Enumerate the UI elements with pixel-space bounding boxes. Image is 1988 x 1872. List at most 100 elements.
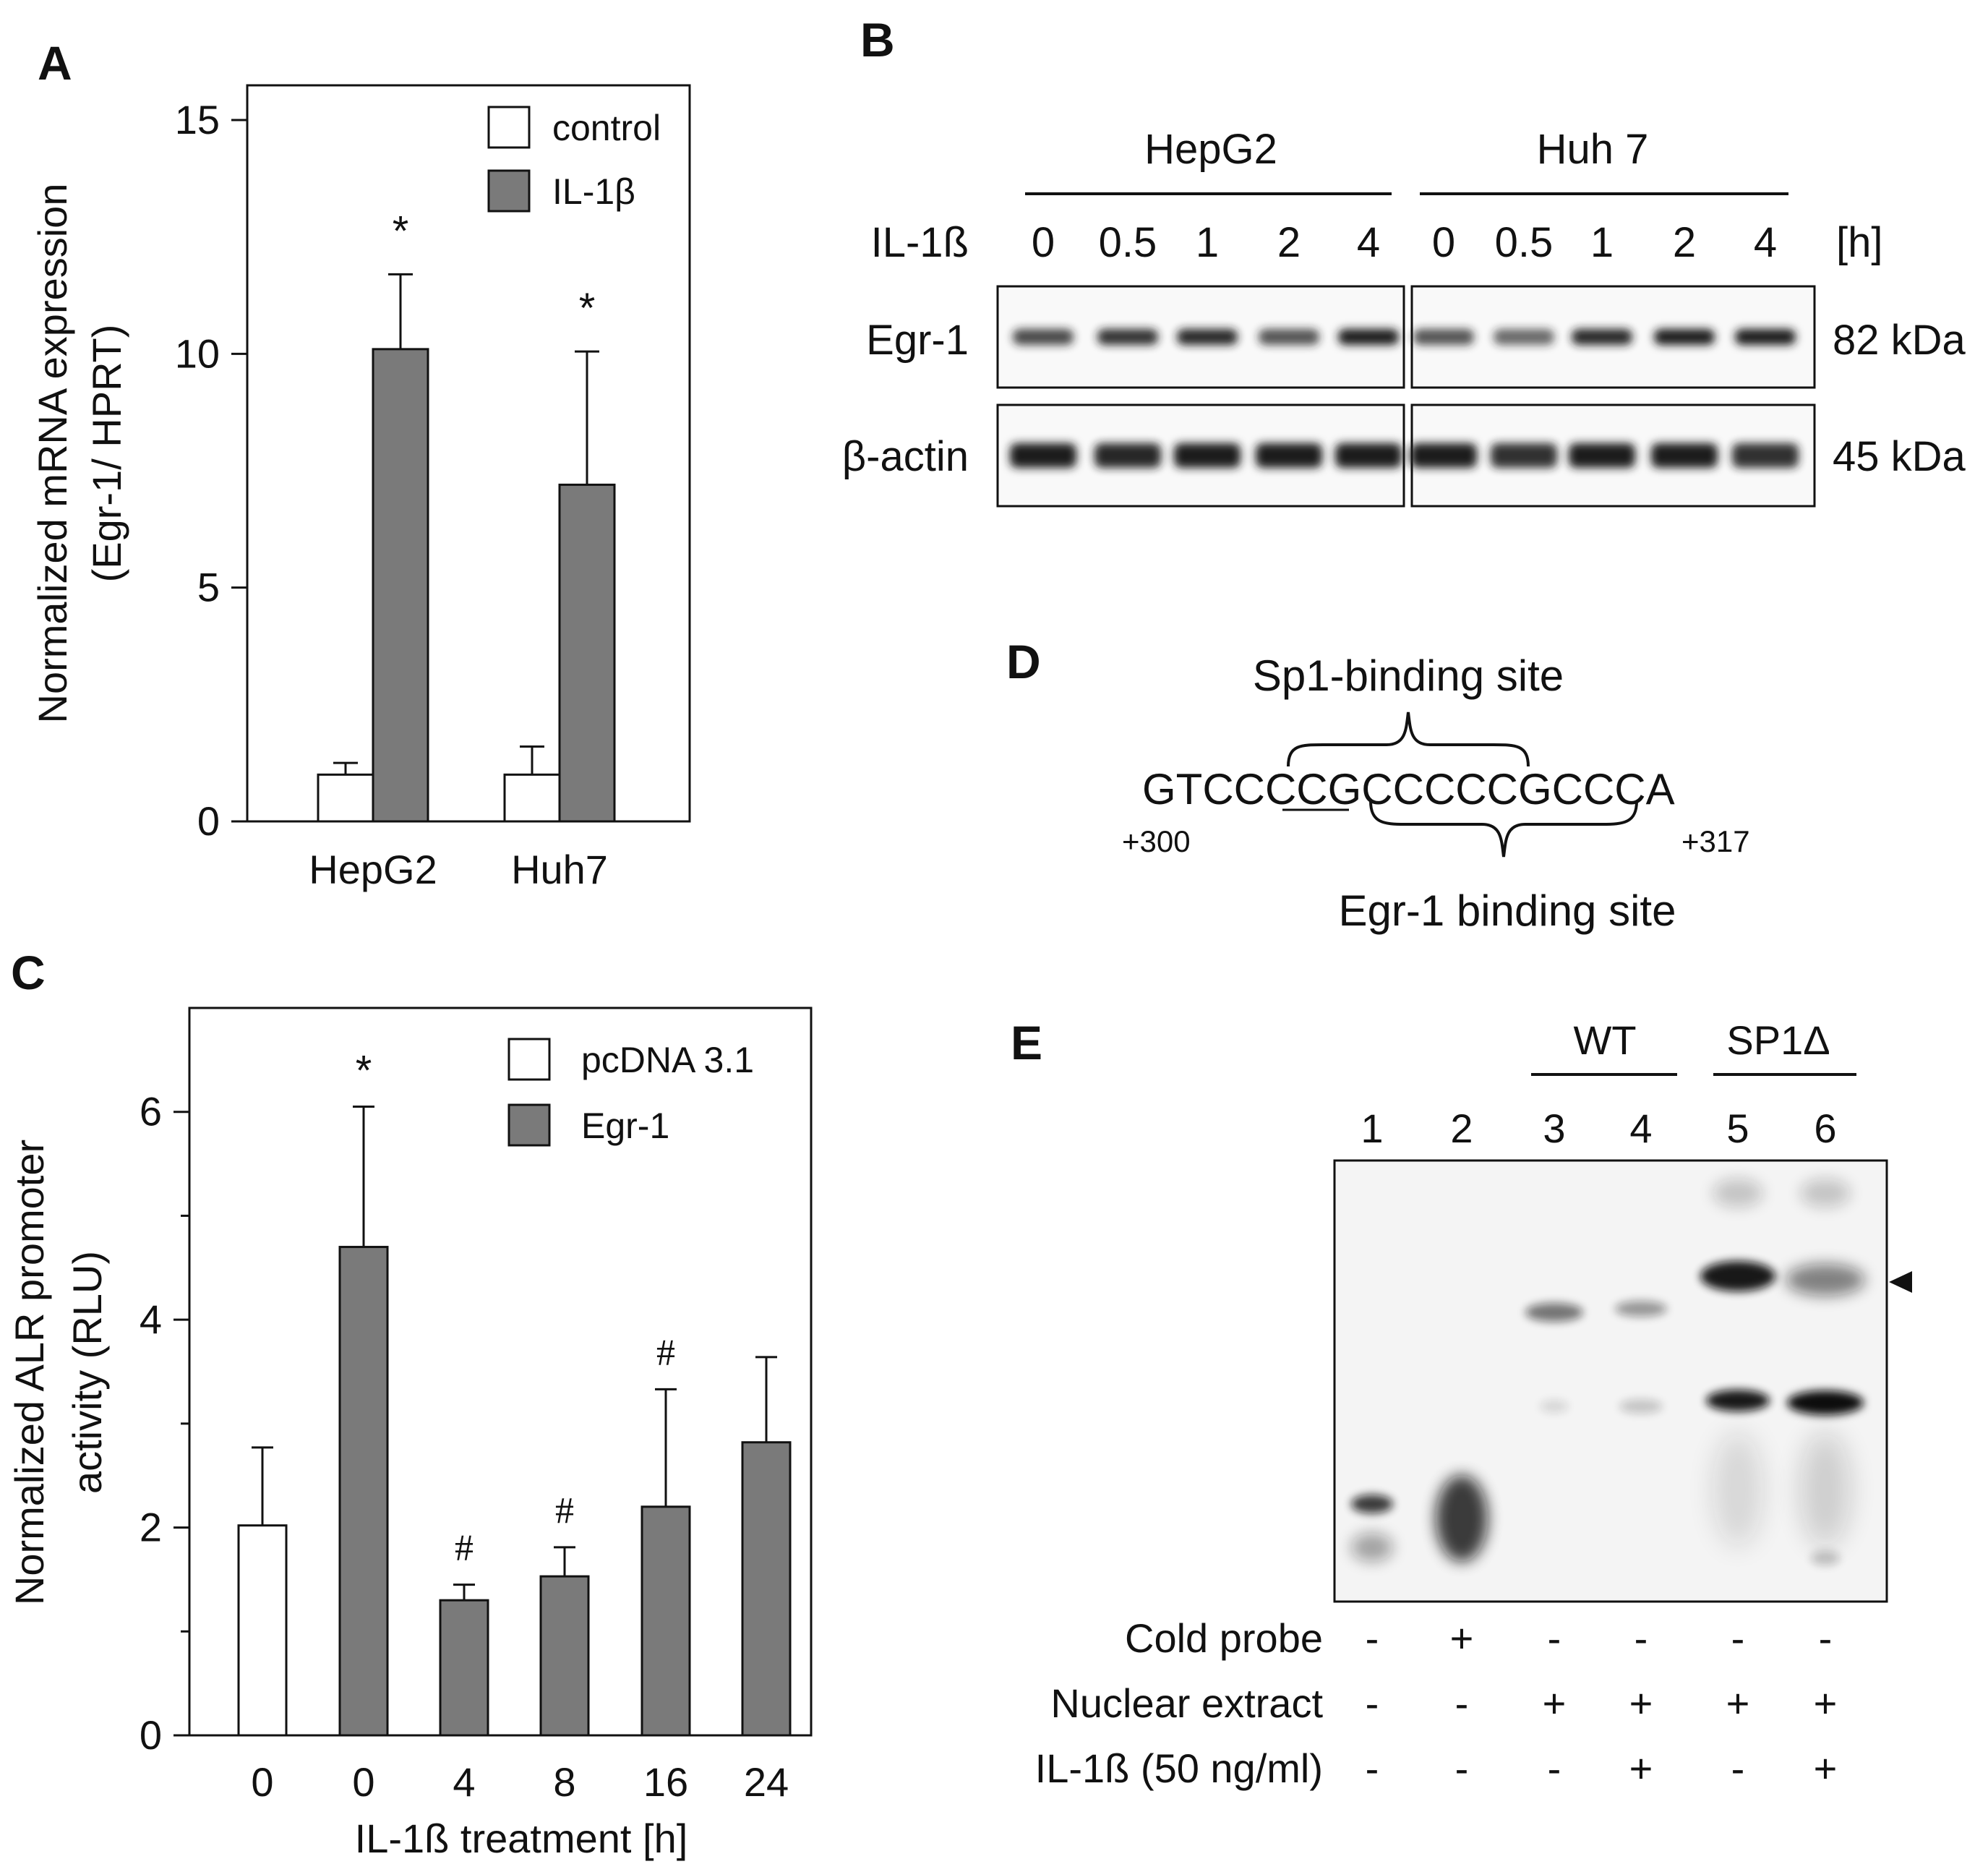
- panel-b: B HepG2 Huh 7 IL-1ß 0 0.5 1 2 4 0 0.5 1 2 4 [h] E…: [842, 13, 1966, 508]
- y-tick-label: 15: [175, 97, 220, 142]
- x-tick-label: 8: [553, 1759, 575, 1805]
- gel-band: [1525, 1303, 1583, 1322]
- emsa-gel-bands: [1351, 1179, 1865, 1565]
- legend-label-egr1: Egr-1: [581, 1106, 669, 1146]
- condition-value: -: [1366, 1680, 1379, 1726]
- panel-d-label: D: [1006, 635, 1041, 688]
- gel-band: [1615, 1301, 1667, 1317]
- bar: [439, 1599, 489, 1737]
- emsa-lane-numbers: 1 2 3 4 5 6: [1361, 1106, 1836, 1151]
- gel-band: [1351, 1495, 1393, 1513]
- bar: [503, 773, 561, 823]
- legend-label-pcdna: pcDNA 3.1: [581, 1040, 754, 1080]
- blot-timepoints: 0 0.5 1 2 4 0 0.5 1 2 4: [1032, 219, 1777, 266]
- panel-a-plot-frame: [246, 84, 691, 823]
- sequence-start-position: +300: [1122, 824, 1191, 858]
- condition-value: +: [1543, 1680, 1567, 1726]
- significance-mark: *: [393, 208, 409, 255]
- panel-c-y-axis-label-line2: activity (RLU): [64, 1251, 110, 1494]
- blot-band: [1491, 443, 1557, 468]
- blot-band: [1494, 329, 1554, 345]
- bar: [237, 1524, 288, 1737]
- y-tick-label: 4: [140, 1296, 162, 1342]
- blot-time-unit: [h]: [1836, 219, 1883, 266]
- egr1-site-brace: [1369, 800, 1638, 858]
- panel-a-category-huh7: Huh7: [511, 847, 608, 892]
- lane-number: 3: [1543, 1106, 1565, 1151]
- x-tick-label: 0: [352, 1759, 374, 1805]
- shifted-band-arrowhead: [1889, 1271, 1912, 1293]
- blot-timepoint: 2: [1673, 219, 1696, 266]
- gel-band: [1351, 1533, 1393, 1562]
- x-tick-label: 4: [453, 1759, 475, 1805]
- bar: [539, 1575, 590, 1737]
- bar: [317, 773, 374, 823]
- gel-band: [1436, 1475, 1488, 1562]
- condition-value: -: [1366, 1745, 1379, 1791]
- sequence-end-position: +317: [1681, 824, 1750, 858]
- blot-timepoint: 0.5: [1495, 219, 1554, 266]
- panel-c-x-axis-label: IL-1ß treatment [h]: [355, 1816, 688, 1861]
- legend-label-il1b: IL-1β: [552, 171, 635, 212]
- blot-band: [1259, 329, 1319, 345]
- blot-treatment-label: IL-1ß: [871, 219, 969, 266]
- significance-mark: *: [356, 1048, 372, 1095]
- legend-swatch-pcdna: [507, 1038, 551, 1081]
- blot-band: [1410, 443, 1477, 468]
- condition-value: +: [1450, 1615, 1474, 1661]
- blot-timepoint: 2: [1277, 219, 1301, 266]
- condition-value: -: [1455, 1680, 1469, 1726]
- blot-band: [1256, 443, 1322, 468]
- blot-band: [1569, 443, 1635, 468]
- panel-a-category-hepg2: HepG2: [309, 847, 437, 892]
- blot-band: [1010, 443, 1076, 468]
- blot-band: [1094, 443, 1161, 468]
- bar: [338, 1246, 389, 1737]
- significance-mark: #: [455, 1528, 474, 1569]
- legend-swatch-il1b: [487, 169, 531, 213]
- condition-value: -: [1731, 1615, 1745, 1661]
- x-tick-label: 24: [744, 1759, 789, 1805]
- condition-value: -: [1455, 1745, 1469, 1791]
- blot-band: [1654, 329, 1715, 345]
- blot-timepoint: 1: [1196, 219, 1219, 266]
- blot-band: [1097, 329, 1158, 345]
- panel-b-label: B: [860, 13, 895, 67]
- gel-band: [1700, 1261, 1775, 1291]
- blot-band: [1338, 329, 1399, 345]
- egr1-site-label: Egr-1 binding site: [1339, 886, 1676, 935]
- panel-c-y-axis: 0 2 4 6: [140, 1089, 189, 1758]
- promoter-sequence: GTCCCCGCCCCCGCCCA: [1142, 765, 1675, 813]
- blot-timepoint: 1: [1590, 219, 1614, 266]
- panel-a-y-axis-label-line1: Normalized mRNA expression: [30, 184, 75, 724]
- blot-band: [1177, 329, 1238, 345]
- significance-mark: *: [579, 285, 596, 332]
- gel-band: [1706, 1390, 1770, 1411]
- lane-number: 5: [1726, 1106, 1749, 1151]
- y-tick-label: 6: [140, 1089, 162, 1134]
- sp1-site-label: Sp1-binding site: [1253, 651, 1564, 700]
- panel-d: D Sp1-binding site GTCCCCGCCCCCGCCCA +30…: [1006, 635, 1750, 935]
- emsa-gel-frame: [1333, 1159, 1888, 1603]
- y-tick-label: 5: [197, 565, 220, 610]
- blot-band: [1651, 443, 1718, 468]
- blot-timepoint: 0: [1432, 219, 1455, 266]
- gel-band: [1713, 1179, 1763, 1208]
- y-tick-label: 0: [197, 798, 220, 844]
- lane-number: 2: [1450, 1106, 1473, 1151]
- condition-value: -: [1366, 1615, 1379, 1661]
- legend-swatch-egr1: [507, 1103, 551, 1147]
- condition-value: -: [1731, 1745, 1745, 1791]
- y-tick-label: 0: [140, 1712, 162, 1758]
- blot-band: [1413, 329, 1474, 345]
- condition-value: +: [1629, 1745, 1653, 1791]
- legend-swatch-control: [487, 106, 531, 149]
- blot-bands: [1010, 329, 1799, 468]
- bar: [741, 1441, 792, 1737]
- gel-band: [1619, 1399, 1663, 1414]
- emsa-conditions: Cold probe - + - - - -Nuclear extract - - + + + +IL-…: [1035, 1615, 1838, 1791]
- gel-band: [1800, 1432, 1851, 1547]
- condition-value: -: [1819, 1615, 1833, 1661]
